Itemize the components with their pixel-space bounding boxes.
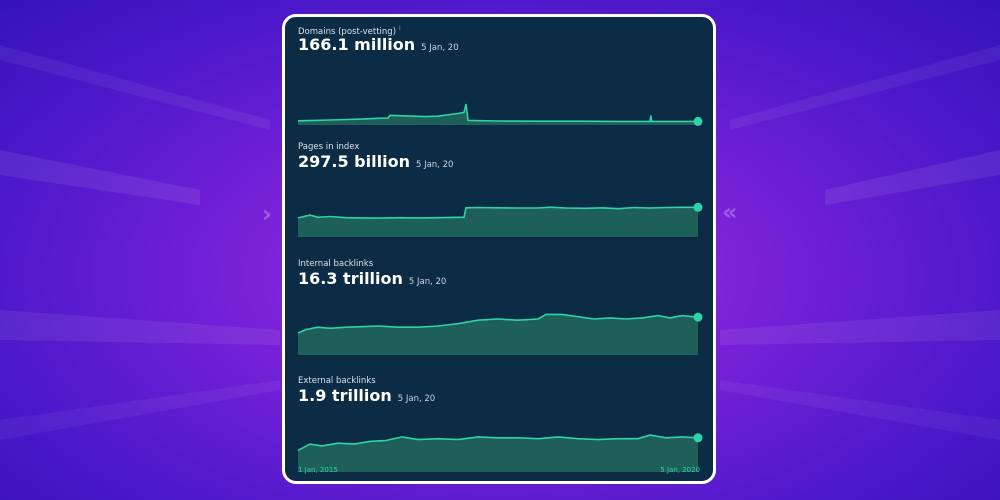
panel-value: 16.3 trillion 5 Jan, 20 <box>298 269 447 288</box>
chart-endpoint-marker[interactable] <box>693 202 703 212</box>
chart-series-line <box>297 434 699 452</box>
chart-internal-backlinks <box>297 312 703 355</box>
chart-series-line <box>297 206 698 219</box>
x-axis-start-label: 1 Jan, 2015 <box>298 466 338 474</box>
x-axis-end-label: 5 Jan, 2020 <box>660 466 700 474</box>
panel-date: 5 Jan, 20 <box>421 43 459 53</box>
panel-internal-backlinks: Internal backlinks 16.3 trillion 5 Jan, 2… <box>297 259 704 371</box>
chart-endpoint-marker[interactable] <box>693 116 703 126</box>
panel-pages: Pages in index 297.5 billion 5 Jan, 20 <box>297 142 704 254</box>
panel-label: Domains (post-vetting) i <box>298 25 401 37</box>
panel-label: Pages in index <box>298 142 360 152</box>
chart-external-backlinks <box>297 433 703 472</box>
chart-series-line <box>297 103 698 123</box>
chart-endpoint-marker[interactable] <box>693 312 703 322</box>
chart-domains <box>297 103 703 126</box>
panel-external-backlinks: External backlinks 1.9 trillion 5 Jan, 20 <box>297 376 704 481</box>
panel-date: 5 Jan, 20 <box>408 277 447 287</box>
panel-label: Internal backlinks <box>298 259 374 269</box>
chart-endpoint-marker[interactable] <box>693 433 703 443</box>
chart-area-fill <box>298 314 698 355</box>
panel-date: 5 Jan, 20 <box>415 160 454 170</box>
chart-area-fill <box>298 435 698 472</box>
decorative-chevron-right: « <box>722 198 738 226</box>
chart-pages <box>297 202 703 237</box>
chart-series-line <box>297 313 699 334</box>
info-icon[interactable]: i <box>399 25 401 32</box>
panel-value: 166.1 million 5 Jan, 20 <box>298 35 459 54</box>
panel-value: 297.5 billion 5 Jan, 20 <box>298 152 454 171</box>
x-axis-labels: 1 Jan, 2015 5 Jan, 2020 <box>298 466 700 476</box>
panel-date: 5 Jan, 20 <box>397 394 436 404</box>
stats-card: Domains (post-vetting) i 166.1 million 5 J… <box>282 14 716 484</box>
decorative-chevron-left: › <box>262 200 272 228</box>
panel-label: External backlinks <box>298 376 376 386</box>
chart-area-fill <box>298 104 698 125</box>
panel-domains: Domains (post-vetting) i 166.1 million 5 J… <box>297 25 704 137</box>
chart-area-fill <box>298 207 698 237</box>
panel-value: 1.9 trillion 5 Jan, 20 <box>298 386 436 405</box>
